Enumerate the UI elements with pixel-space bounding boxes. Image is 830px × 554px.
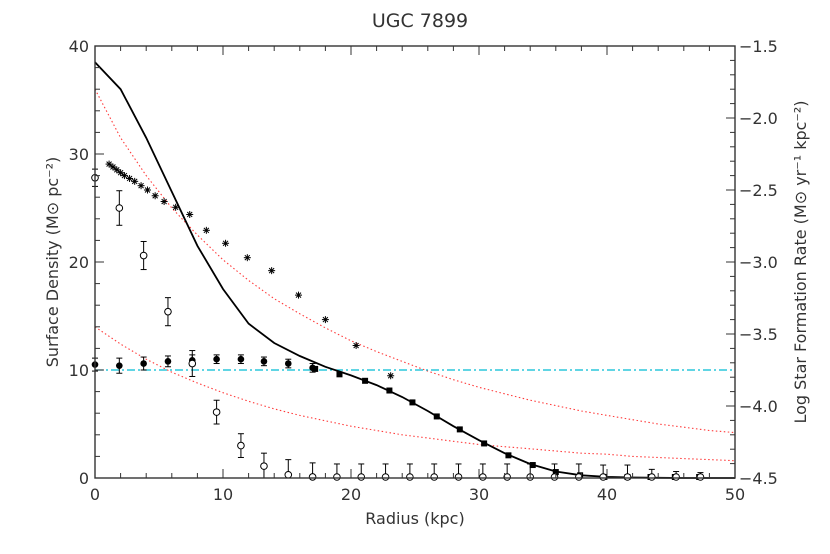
x-axis-label: Radius (kpc) — [365, 509, 464, 528]
x-tick-label: 10 — [213, 485, 233, 504]
y2-tick-label: −3.0 — [739, 253, 778, 272]
data-point-asterisk — [113, 166, 121, 174]
data-point-square — [456, 426, 463, 433]
data-point-open-circle — [333, 473, 341, 481]
data-point-asterisk — [143, 186, 151, 194]
y2-tick-label: −1.5 — [739, 37, 778, 56]
data-point-asterisk — [120, 172, 128, 180]
data-point-open-circle — [648, 473, 656, 481]
y-tick-label: 0 — [79, 469, 89, 488]
data-point-filled-circle — [309, 364, 316, 372]
data-point-open-circle — [164, 307, 172, 316]
data-point-asterisk — [172, 203, 180, 211]
x-tick-label: 20 — [341, 485, 361, 504]
data-point-asterisk — [105, 160, 113, 168]
y2-tick-label: −4.5 — [739, 469, 778, 488]
data-point-asterisk — [160, 198, 168, 206]
reference-curve-dotted-0 — [94, 88, 736, 434]
x-tick-label: 30 — [469, 485, 489, 504]
data-point-asterisk — [117, 169, 125, 177]
x-tick-label: 0 — [90, 485, 100, 504]
tick-marks: 0 10 20 30 40 50 0 10 20 30 40 −4.5 −4.0 −3.5 −3.0 −2.5… — [69, 37, 778, 504]
data-point-asterisk — [295, 291, 303, 299]
data-point-filled-circle — [140, 360, 147, 367]
y2-tick-label: −3.5 — [739, 325, 778, 344]
y2-tick-label: −2.0 — [739, 109, 778, 128]
y-tick-label: 10 — [69, 361, 89, 380]
data-point-asterisk — [352, 342, 360, 350]
data-point-open-circle — [550, 473, 559, 481]
data-point-asterisk — [243, 254, 251, 262]
data-point-asterisk — [321, 316, 329, 324]
y2-axis-label: Log Star Formation Rate (M⊙ yr⁻¹ kpc⁻²) — [791, 100, 810, 423]
y-tick-label: 40 — [69, 37, 89, 56]
y-axis-label: Surface Density (M⊙ pc⁻²) — [43, 157, 62, 368]
data-point-open-circle — [381, 473, 390, 481]
data-point-filled-circle — [116, 362, 123, 369]
gas-density-line — [94, 61, 735, 479]
data-point-filled-circle — [164, 358, 172, 365]
data-point-filled-circle — [237, 355, 245, 363]
data-point-square — [433, 413, 440, 420]
data-point-open-circle — [357, 473, 366, 481]
data-point-open-circle — [212, 408, 221, 416]
data-point-filled-circle — [260, 358, 268, 365]
data-point-square — [529, 462, 536, 469]
data-point-square — [386, 387, 393, 394]
y-tick-label: 20 — [69, 253, 89, 272]
data-point-open-circle — [599, 473, 607, 481]
data-point-open-circle — [623, 473, 632, 481]
data-point-asterisk — [186, 210, 194, 218]
data-point-asterisk — [202, 226, 210, 234]
data-point-asterisk — [387, 372, 395, 380]
data-point-asterisk — [268, 267, 276, 275]
y2-tick-label: −4.0 — [739, 397, 778, 416]
data-point-square — [362, 377, 369, 384]
data-point-open-circle — [260, 462, 268, 470]
data-point-open-circle — [454, 473, 463, 481]
data-point-open-circle — [284, 470, 293, 479]
data-point-open-circle — [479, 473, 487, 481]
data-point-asterisk — [222, 239, 230, 247]
data-point-asterisk — [137, 182, 145, 190]
plot-frame — [94, 45, 736, 479]
data-point-open-circle — [188, 359, 197, 368]
data-point-square — [481, 440, 488, 447]
data-point-open-circle — [430, 473, 439, 481]
data-point-open-circle — [115, 204, 124, 212]
y2-tick-label: −2.5 — [739, 181, 778, 200]
data-point-open-circle — [308, 473, 317, 481]
data-point-square — [505, 452, 512, 459]
data-point-square — [409, 399, 416, 406]
data-point-open-circle — [696, 473, 705, 481]
y-tick-label: 30 — [69, 145, 89, 164]
data-point-asterisk — [151, 192, 159, 200]
data-point-filled-circle — [284, 360, 292, 367]
data-point-square — [552, 469, 559, 476]
data-point-open-circle — [139, 251, 148, 260]
data-point-asterisk — [131, 177, 139, 185]
x-tick-label: 40 — [597, 485, 617, 504]
data-point-open-circle — [406, 473, 414, 481]
data-point-asterisk — [109, 163, 117, 171]
chart-title: UGC 7899 — [372, 10, 468, 32]
data-point-open-circle — [672, 473, 680, 481]
reference-curve-dotted-1 — [94, 326, 736, 462]
x-tick-label: 50 — [725, 485, 745, 504]
data-point-open-circle — [237, 441, 245, 450]
data-point-square — [336, 371, 343, 378]
data-point-asterisk — [126, 174, 134, 182]
data-point-filled-circle — [213, 355, 220, 363]
plot-traces — [91, 61, 736, 481]
